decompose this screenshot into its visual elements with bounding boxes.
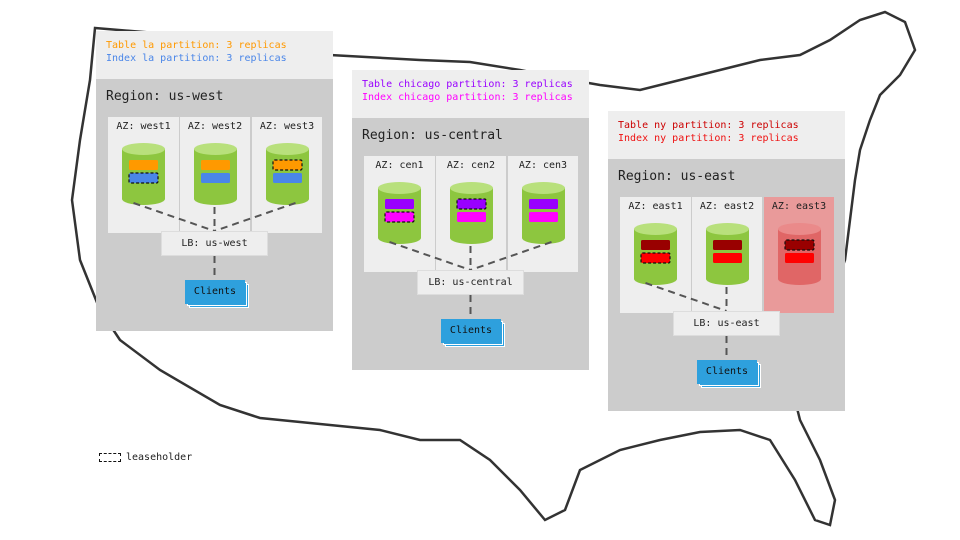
availability-zone: AZ: cen1 <box>364 156 435 272</box>
database-node-icon <box>122 143 165 205</box>
index-replica <box>201 173 230 183</box>
database-node-icon <box>522 182 565 244</box>
connection-lines <box>389 241 552 319</box>
legend: leaseholder <box>99 452 192 463</box>
database-node-icon <box>706 223 749 285</box>
connection-lines <box>133 202 296 280</box>
availability-zone: AZ: east2 <box>691 197 762 313</box>
table-replica <box>456 198 487 210</box>
index-replica <box>713 253 742 263</box>
az-label: AZ: west3 <box>259 121 315 132</box>
database-node-icon <box>778 223 821 285</box>
index-replica <box>128 172 159 184</box>
partition-line: Index chicago partition: 3 replicas <box>362 92 573 103</box>
partition-line: Table ny partition: 3 replicas <box>618 120 799 131</box>
index-replica <box>529 212 558 222</box>
availability-zone: AZ: west2 <box>179 117 250 233</box>
availability-zone: AZ: east3 <box>763 197 834 313</box>
database-node-icon <box>378 182 421 244</box>
region-body: Region: us-west AZ: west1 AZ: west2 AZ: … <box>96 79 333 331</box>
load-balancer: LB: us-east <box>673 311 780 336</box>
az-row: AZ: west1 AZ: west2 AZ: west3 <box>108 117 322 233</box>
az-label: AZ: east1 <box>628 201 683 212</box>
index-replica <box>273 173 302 183</box>
connection-lines <box>645 282 728 360</box>
region-us-west: Table la partition: 3 replicas Index la p… <box>96 31 333 331</box>
az-label: AZ: east2 <box>699 201 755 212</box>
region-us-east: Table ny partition: 3 replicas Index ny p… <box>608 111 845 411</box>
table-replica <box>529 199 558 209</box>
table-replica <box>641 240 670 250</box>
index-replica <box>457 212 486 222</box>
index-replica <box>384 211 415 223</box>
az-label: AZ: east3 <box>771 201 827 212</box>
clients-label: Clients <box>193 286 237 297</box>
az-row: AZ: cen1 AZ: cen2 AZ: cen3 <box>364 156 578 272</box>
clients-stack: Clients <box>441 319 505 347</box>
az-label: AZ: cen1 <box>375 160 424 171</box>
partition-line: Table chicago partition: 3 replicas <box>362 79 573 90</box>
partition-info: Table ny partition: 3 replicas Index ny p… <box>608 111 845 159</box>
availability-zone: AZ: east1 <box>620 197 691 313</box>
clients-stack: Clients <box>697 360 761 388</box>
clients-label: Clients <box>449 325 493 336</box>
table-replica <box>713 240 742 250</box>
region-title: Region: us-central <box>362 128 503 143</box>
index-replica <box>785 253 814 263</box>
partition-line: Index la partition: 3 replicas <box>106 53 287 64</box>
table-replica <box>784 239 815 251</box>
region-body: Region: us-central AZ: cen1 AZ: cen2 AZ:… <box>352 118 589 370</box>
partition-line: Table la partition: 3 replicas <box>106 40 287 51</box>
legend-label: leaseholder <box>126 452 193 463</box>
database-node-icon <box>634 223 677 285</box>
table-replica <box>129 160 158 170</box>
database-node-icon <box>266 143 309 205</box>
index-replica <box>640 252 671 264</box>
az-label: AZ: west1 <box>116 121 171 132</box>
availability-zone: AZ: west1 <box>108 117 179 233</box>
database-node-icon <box>194 143 237 205</box>
region-title: Region: us-west <box>106 89 224 104</box>
partition-info: Table la partition: 3 replicas Index la p… <box>96 31 333 79</box>
region-us-central: Table chicago partition: 3 replicas Index… <box>352 70 589 370</box>
load-balancer: LB: us-west <box>161 231 268 256</box>
clients-label: Clients <box>705 366 749 377</box>
az-row: AZ: east1 AZ: east2 AZ: east3 <box>620 197 834 313</box>
partition-line: Index ny partition: 3 replicas <box>618 133 799 144</box>
az-label: AZ: west2 <box>187 121 243 132</box>
region-title: Region: us-east <box>618 169 736 184</box>
load-balancer: LB: us-central <box>417 270 524 295</box>
table-replica <box>201 160 230 170</box>
partition-info: Table chicago partition: 3 replicas Index… <box>352 70 589 118</box>
availability-zone: AZ: cen3 <box>507 156 578 272</box>
az-label: AZ: cen3 <box>518 160 568 171</box>
leaseholder-swatch <box>99 453 121 462</box>
availability-zone: AZ: west3 <box>251 117 322 233</box>
region-body: Region: us-east AZ: east1 AZ: east2 AZ: … <box>608 159 845 411</box>
clients-stack: Clients <box>185 280 249 308</box>
az-label: AZ: cen2 <box>446 160 496 171</box>
database-node-icon <box>450 182 493 244</box>
table-replica <box>272 159 303 171</box>
table-replica <box>385 199 414 209</box>
